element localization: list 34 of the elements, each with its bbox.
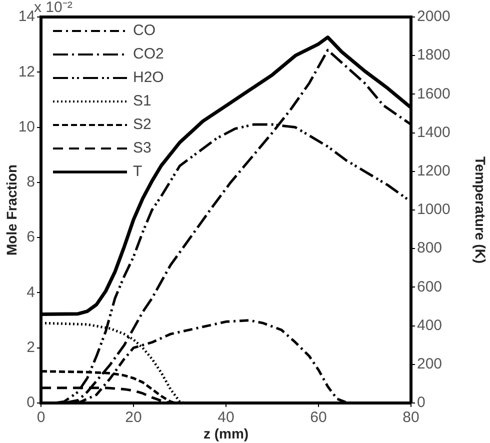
legend-label: S1	[133, 92, 152, 110]
y-tick-label: 12	[18, 63, 35, 80]
legend-label: CO	[133, 22, 156, 40]
legend-label: S2	[133, 116, 152, 134]
y2-tick-label: 1600	[417, 85, 450, 102]
y-axis-title: Mole Fraction	[3, 164, 20, 256]
y-tick-label: 4	[26, 284, 35, 301]
x-axis-title: z (mm)	[203, 425, 249, 442]
y2-tick-label: 800	[417, 240, 442, 257]
y2-tick-label: 1000	[417, 201, 450, 218]
y-tick-label: 0	[26, 394, 35, 412]
y2-tick-label: 1800	[417, 46, 450, 64]
legend-label: CO2	[133, 46, 164, 63]
y2-tick-label: 0	[417, 394, 426, 412]
y-tick-label: 14	[18, 8, 35, 26]
y2-tick-label: 1200	[417, 162, 450, 180]
legend-label: H2O	[133, 69, 164, 86]
y-tick-label: 6	[26, 228, 35, 246]
x-tick-label: 20	[125, 409, 142, 426]
text: x 10⁻²	[34, 0, 72, 16]
x-tick-label: 60	[310, 409, 327, 426]
y-tick-label: 2	[26, 339, 35, 356]
y2-tick-label: 400	[417, 316, 442, 334]
x-tick-label: 40	[218, 409, 234, 426]
y-tick-label: 8	[26, 174, 35, 191]
legend-label: S3	[133, 140, 152, 157]
y2-axis-title: Temperature (K)	[472, 156, 489, 264]
y2-tick-label: 1400	[417, 124, 450, 141]
y2-tick-label: 200	[417, 356, 442, 373]
x-tick-label: 80	[402, 409, 420, 426]
y-tick-label: 10	[18, 118, 35, 136]
y2-tick-label: 600	[417, 278, 442, 296]
legend-label: T	[133, 163, 142, 180]
y2-tick-label: 2000	[417, 8, 450, 26]
